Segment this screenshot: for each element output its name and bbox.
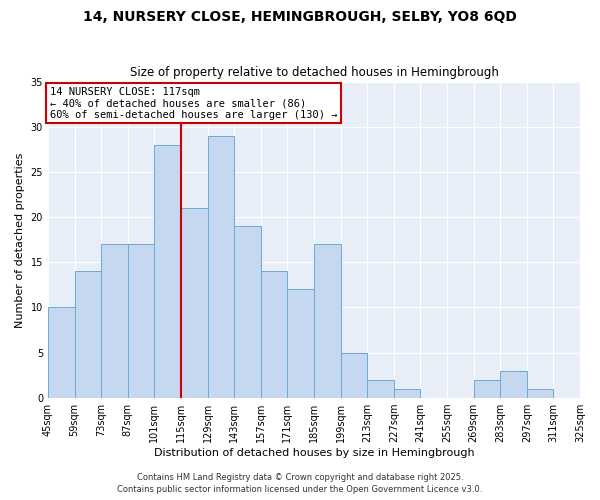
Title: Size of property relative to detached houses in Hemingbrough: Size of property relative to detached ho… [130,66,499,80]
Y-axis label: Number of detached properties: Number of detached properties [15,152,25,328]
Text: 14 NURSERY CLOSE: 117sqm
← 40% of detached houses are smaller (86)
60% of semi-d: 14 NURSERY CLOSE: 117sqm ← 40% of detach… [50,86,337,120]
Bar [234,226,261,398]
Bar [128,244,154,398]
Bar [181,208,208,398]
X-axis label: Distribution of detached houses by size in Hemingbrough: Distribution of detached houses by size … [154,448,474,458]
Bar [48,308,74,398]
Bar [101,244,128,398]
Bar [367,380,394,398]
Bar [208,136,234,398]
Bar [154,145,181,398]
Text: Contains HM Land Registry data © Crown copyright and database right 2025.
Contai: Contains HM Land Registry data © Crown c… [118,472,482,494]
Text: 14, NURSERY CLOSE, HEMINGBROUGH, SELBY, YO8 6QD: 14, NURSERY CLOSE, HEMINGBROUGH, SELBY, … [83,10,517,24]
Bar [261,272,287,398]
Bar [527,388,553,398]
Bar [74,272,101,398]
Bar [394,388,421,398]
Bar [314,244,341,398]
Bar [341,352,367,398]
Bar [500,370,527,398]
Bar [473,380,500,398]
Bar [287,290,314,398]
